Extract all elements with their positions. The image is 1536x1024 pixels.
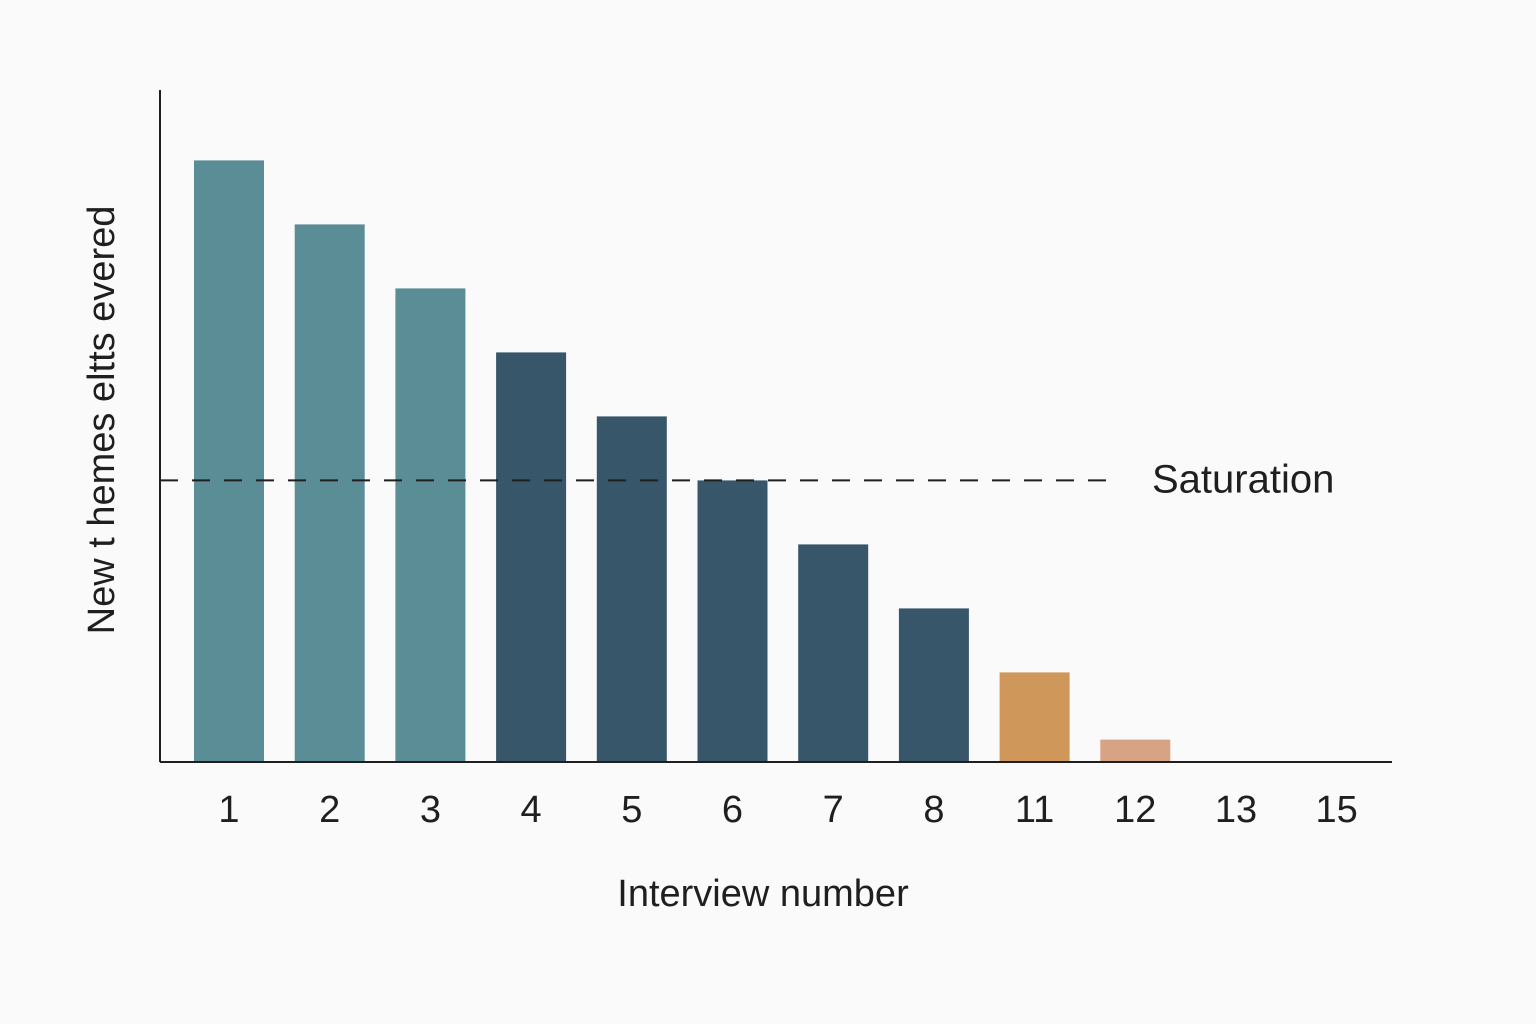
x-tick-label-15: 15 xyxy=(1316,789,1358,831)
bar-1 xyxy=(194,160,264,762)
x-tick-label-5: 5 xyxy=(621,789,642,831)
x-tick-label-6: 6 xyxy=(722,789,743,831)
bars xyxy=(194,160,1171,762)
y-axis-label: New t hemes eltts evered xyxy=(81,206,123,635)
bar-4 xyxy=(496,352,567,762)
x-tick-label-7: 7 xyxy=(823,789,844,831)
x-tick-labels: 1 2 3 4 5 6 7 8 11 12 13 15 xyxy=(218,789,1357,831)
x-tick-label-3: 3 xyxy=(420,789,441,831)
bar-8 xyxy=(898,608,969,762)
bar-5 xyxy=(596,416,667,762)
bar-11 xyxy=(999,672,1070,762)
x-tick-label-4: 4 xyxy=(521,789,542,831)
x-axis-label: Interview number xyxy=(617,873,909,915)
x-tick-label-1: 1 xyxy=(218,789,239,831)
bar-12 xyxy=(1100,739,1171,762)
bar-2 xyxy=(294,224,365,762)
saturation-label: Saturation xyxy=(1152,457,1334,501)
bar-6 xyxy=(697,480,768,762)
bar-3 xyxy=(395,288,466,762)
x-tick-label-12: 12 xyxy=(1114,789,1156,831)
bar-7 xyxy=(798,544,869,762)
x-tick-label-8: 8 xyxy=(923,789,944,831)
x-tick-label-11: 11 xyxy=(1015,789,1054,831)
x-tick-label-2: 2 xyxy=(319,789,340,831)
x-tick-label-13: 13 xyxy=(1215,789,1257,831)
